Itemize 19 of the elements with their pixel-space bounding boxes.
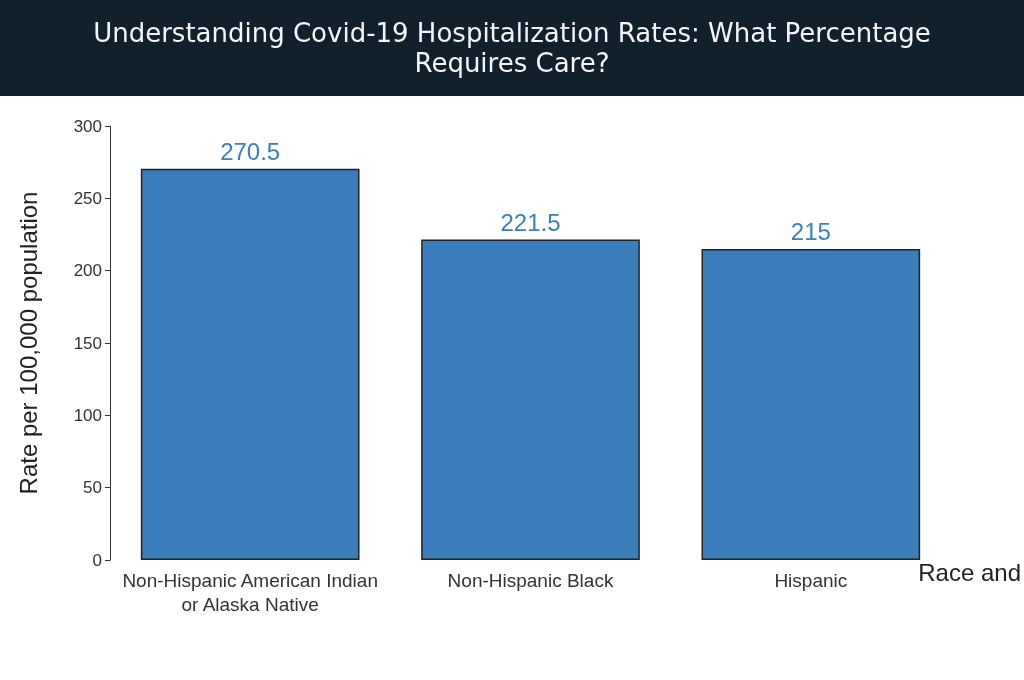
bar	[421, 239, 640, 560]
bar	[701, 248, 921, 560]
bar	[140, 168, 360, 560]
y-tick-label: 50	[83, 478, 102, 498]
y-tick-label: 0	[92, 550, 102, 570]
y-tick-label: 100	[73, 405, 102, 425]
x-tick-label: Non-Hispanic American Indian or Alaska Native	[122, 569, 378, 615]
chart-title: Understanding Covid-19 Hospitalization Rates: What Percentage Requires Care?	[0, 0, 1024, 96]
y-tick-label: 200	[73, 261, 102, 281]
data-label: 270.5	[220, 138, 281, 166]
y-axis-title: Rate per 100,000 population	[14, 191, 42, 495]
x-axis-title: Race and	[918, 558, 1021, 586]
y-tick-label: 150	[73, 333, 102, 353]
data-label: 215	[790, 218, 831, 246]
data-label: 221.5	[500, 209, 561, 237]
x-tick-label: Non-Hispanic Black	[447, 569, 614, 591]
y-tick-label: 250	[73, 188, 102, 208]
x-tick-label: Hispanic	[774, 569, 848, 591]
y-tick-label: 300	[73, 116, 102, 136]
